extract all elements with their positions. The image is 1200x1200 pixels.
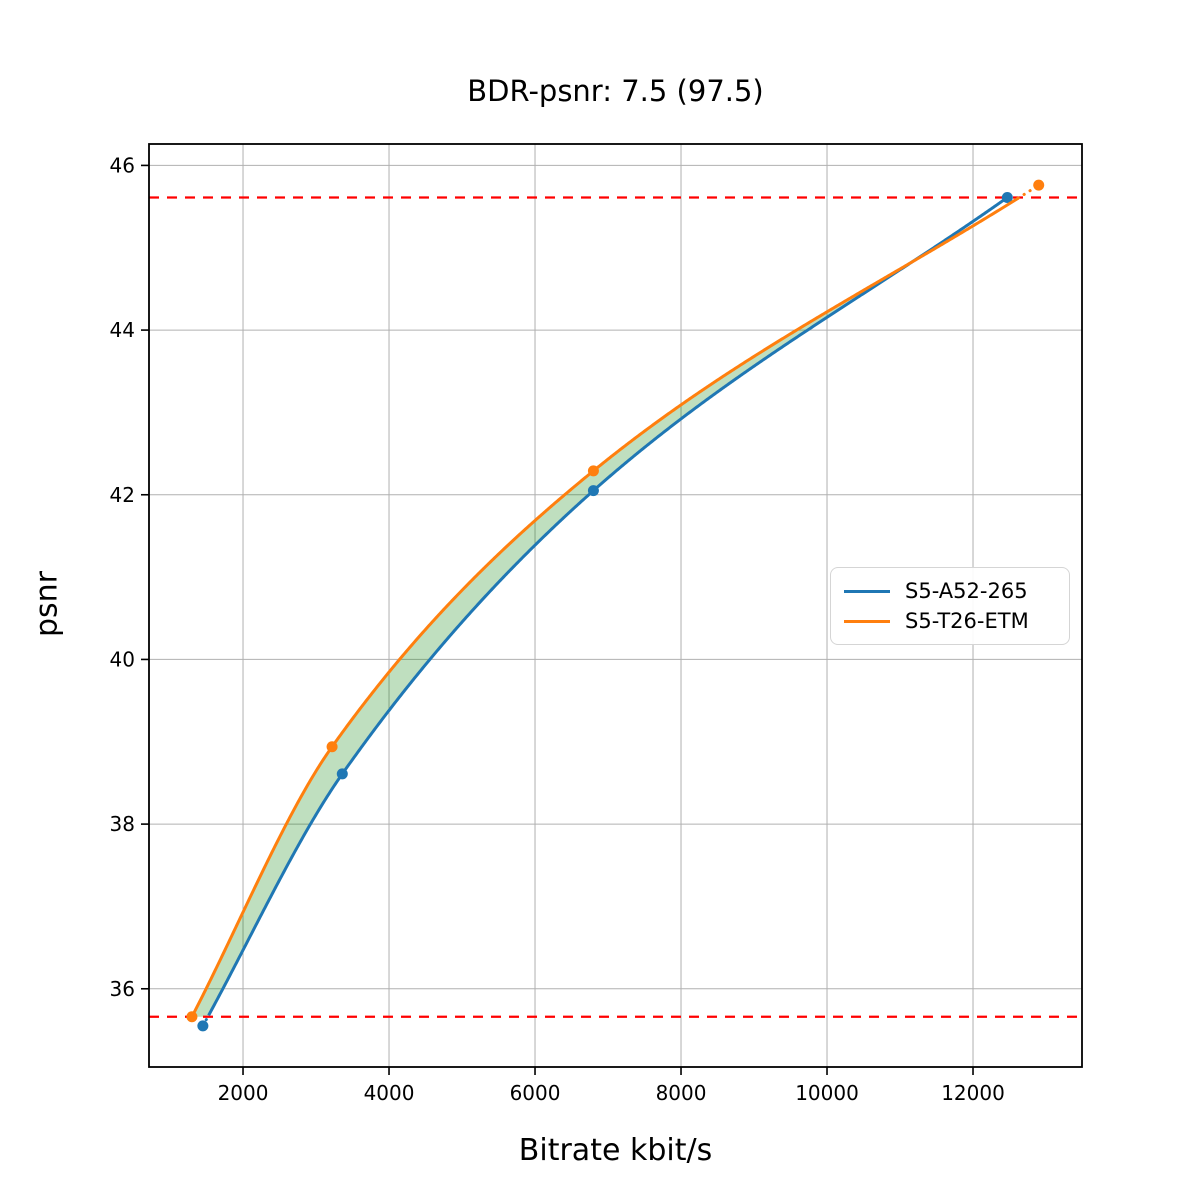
x-tick-label: 6000 — [510, 1081, 561, 1105]
y-tick-label: 36 — [110, 977, 135, 1001]
data-point-marker — [1033, 179, 1045, 191]
series-curve-blue — [197, 192, 1013, 1032]
x-tick-label: 2000 — [218, 1081, 269, 1105]
chart-title: BDR-psnr: 7.5 (97.5) — [467, 74, 764, 108]
x-axis-label: Bitrate kbit/s — [518, 1133, 713, 1168]
fill-between-curves — [191, 261, 913, 1017]
data-point-marker — [1001, 192, 1013, 204]
x-tick-label: 4000 — [364, 1081, 415, 1105]
x-tick-label: 12000 — [941, 1081, 1005, 1105]
y-tick-label: 42 — [110, 483, 135, 507]
data-point-marker — [336, 768, 348, 780]
data-point-marker — [326, 741, 338, 753]
legend-line-sample-blue — [844, 589, 890, 593]
y-tick-label: 46 — [110, 153, 135, 177]
legend-label: S5-A52-265 — [905, 578, 1028, 603]
data-point-marker — [197, 1020, 209, 1032]
x-tick-label: 8000 — [656, 1081, 707, 1105]
y-axis-label: psnr — [29, 570, 65, 638]
y-tick-label: 38 — [110, 812, 135, 836]
legend-item-orange: S5-T26-ETM — [844, 608, 1069, 633]
legend-line-sample-orange — [844, 619, 890, 623]
extrapolated-dotted-segment — [201, 1013, 211, 1028]
series-curve-orange — [186, 179, 1045, 1023]
red-dashed-limit-lines — [149, 196, 1082, 1018]
data-point-marker — [587, 465, 599, 477]
data-point-marker — [587, 485, 599, 497]
y-tick-label: 44 — [110, 318, 135, 342]
axes-spines — [148, 143, 1083, 1068]
data-point-marker — [186, 1011, 198, 1023]
legend-item-blue: S5-A52-265 — [844, 578, 1069, 603]
legend-label: S5-T26-ETM — [905, 608, 1029, 633]
x-tick-label: 10000 — [795, 1081, 859, 1105]
tick-marks-and-labels: 2000 4000 6000 8000 10000 12000 36 38 40 42 44 46 — [110, 153, 1005, 1105]
legend: S5-A52-265 S5-T26-ETM — [830, 567, 1070, 645]
y-tick-label: 40 — [110, 647, 135, 671]
